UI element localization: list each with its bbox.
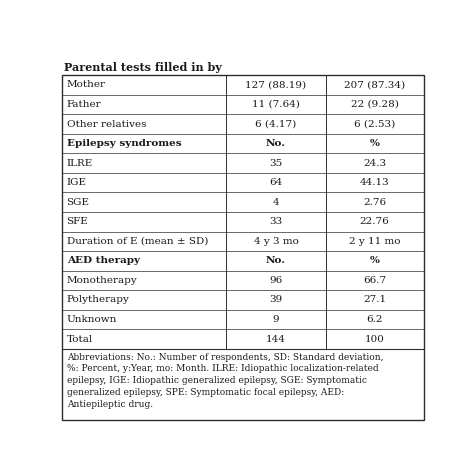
Text: 96: 96 [269, 276, 283, 285]
Text: 207 (87.34): 207 (87.34) [344, 81, 405, 90]
Text: 4 y 3 mo: 4 y 3 mo [254, 237, 299, 246]
Text: No.: No. [266, 139, 286, 148]
Text: Monotherapy: Monotherapy [66, 276, 137, 285]
Text: ILRE: ILRE [66, 159, 93, 168]
Text: 144: 144 [266, 335, 286, 344]
Text: 2.76: 2.76 [363, 198, 386, 207]
Text: 2 y 11 mo: 2 y 11 mo [349, 237, 401, 246]
Text: 66.7: 66.7 [363, 276, 386, 285]
Text: 22 (9.28): 22 (9.28) [351, 100, 399, 109]
Text: %: % [370, 139, 380, 148]
Text: 33: 33 [269, 217, 283, 226]
Text: 11 (7.64): 11 (7.64) [252, 100, 300, 109]
Text: SGE: SGE [66, 198, 90, 207]
Text: Epilepsy syndromes: Epilepsy syndromes [66, 139, 181, 148]
Text: 9: 9 [273, 315, 279, 324]
Text: 100: 100 [365, 335, 384, 344]
Text: 27.1: 27.1 [363, 295, 386, 304]
Text: 127 (88.19): 127 (88.19) [246, 81, 307, 90]
Text: Duration of E (mean ± SD): Duration of E (mean ± SD) [66, 237, 208, 246]
Text: 44.13: 44.13 [360, 178, 390, 187]
Text: 6 (4.17): 6 (4.17) [255, 119, 297, 128]
Text: Total: Total [66, 335, 93, 344]
Text: 35: 35 [269, 159, 283, 168]
Text: Abbreviations: No.: Number of respondents, SD: Standard deviation,
%: Percent, y: Abbreviations: No.: Number of respondent… [66, 353, 383, 409]
Text: Father: Father [66, 100, 101, 109]
Text: No.: No. [266, 256, 286, 265]
Text: Other relatives: Other relatives [66, 119, 146, 128]
Text: 4: 4 [273, 198, 279, 207]
Text: Mother: Mother [66, 81, 106, 90]
Text: Polytherapy: Polytherapy [66, 295, 129, 304]
Text: 6.2: 6.2 [366, 315, 383, 324]
Text: IGE: IGE [66, 178, 87, 187]
Text: Unknown: Unknown [66, 315, 117, 324]
Text: 39: 39 [269, 295, 283, 304]
Text: Parental tests filled in by: Parental tests filled in by [64, 63, 222, 73]
Text: SFE: SFE [66, 217, 88, 226]
Text: 64: 64 [269, 178, 283, 187]
Text: AED therapy: AED therapy [66, 256, 140, 265]
Text: 6 (2.53): 6 (2.53) [354, 119, 395, 128]
Text: %: % [370, 256, 380, 265]
Text: 22.76: 22.76 [360, 217, 390, 226]
Text: 24.3: 24.3 [363, 159, 386, 168]
